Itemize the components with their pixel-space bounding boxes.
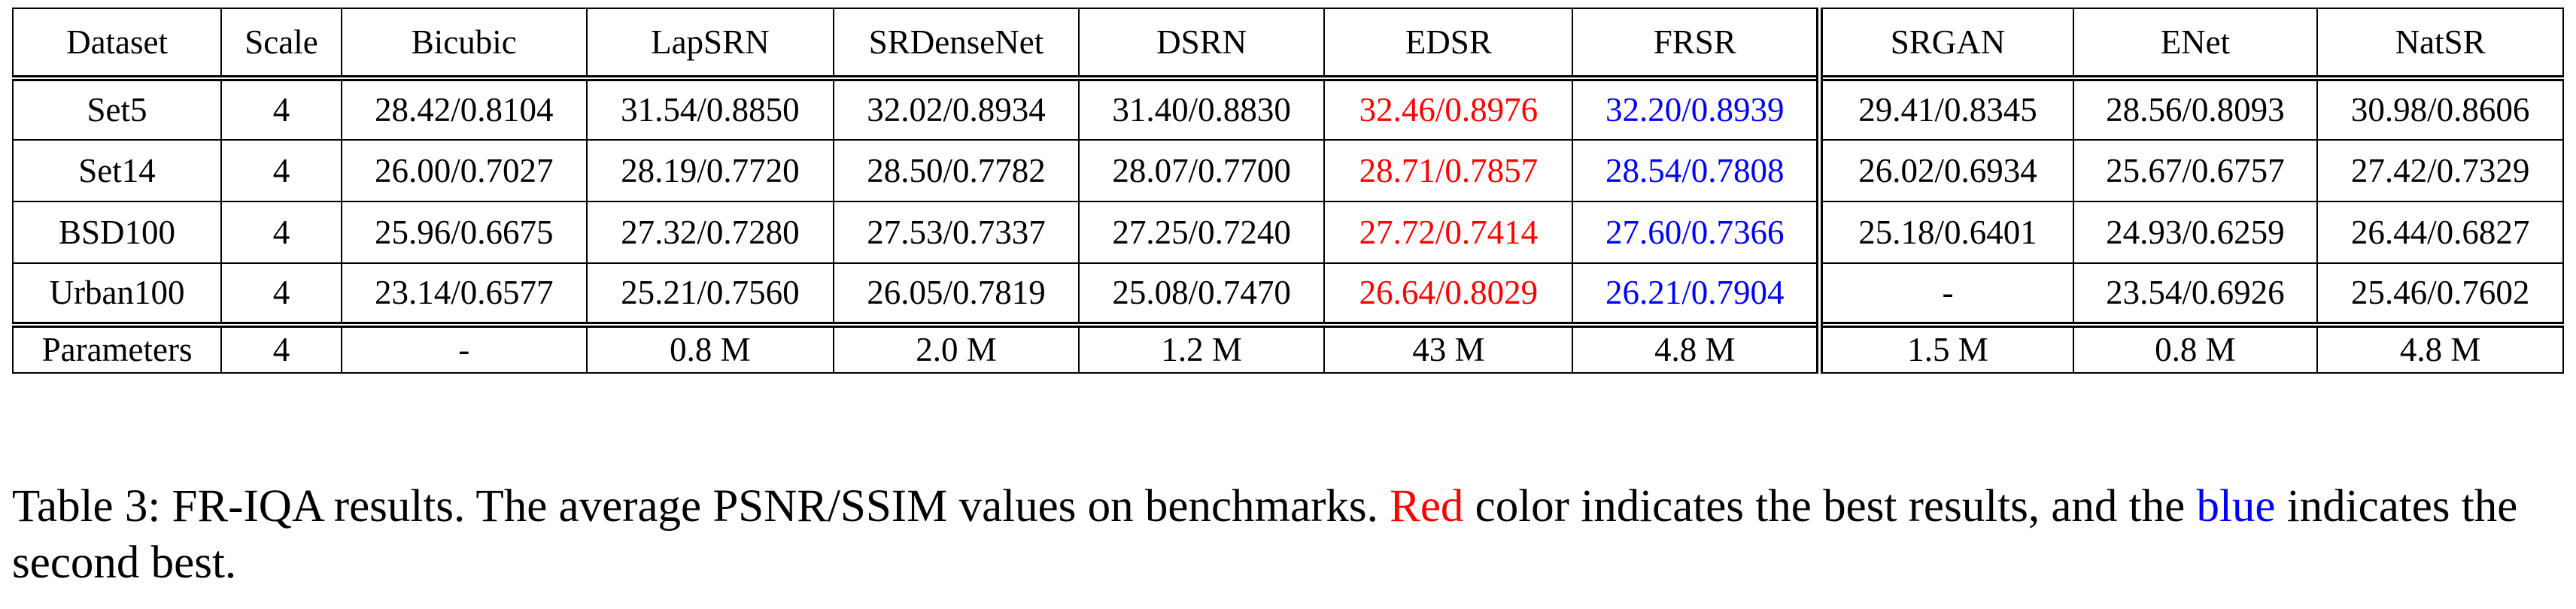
header-edsr: EDSR xyxy=(1323,8,1574,79)
cell-scale: 4 xyxy=(220,201,342,264)
cell-value: 26.02/0.6934 xyxy=(1816,139,2074,202)
table-row-set5: Set5 4 28.42/0.8104 31.54/0.8850 32.02/0… xyxy=(11,75,2564,141)
cell-param: 0.8 M xyxy=(2072,322,2319,374)
cell-value-best: 32.46/0.8976 xyxy=(1323,75,1574,141)
table-caption: Table 3: FR-IQA results. The average PSN… xyxy=(12,478,2564,591)
cell-value: 25.96/0.6675 xyxy=(340,201,588,264)
cell-value: 25.18/0.6401 xyxy=(1816,201,2074,264)
cell-value: 29.41/0.8345 xyxy=(1816,75,2074,141)
header-lapsrn: LapSRN xyxy=(585,8,835,79)
cell-value: 25.46/0.7602 xyxy=(2316,262,2564,326)
cell-value: 27.25/0.7240 xyxy=(1077,201,1326,264)
cell-value: 23.54/0.6926 xyxy=(2072,262,2319,326)
table-row-parameters: Parameters 4 - 0.8 M 2.0 M 1.2 M 43 M 4.… xyxy=(11,322,2564,374)
cell-param: 43 M xyxy=(1323,322,1574,374)
cell-value: 28.07/0.7700 xyxy=(1077,139,1326,202)
cell-value: 28.42/0.8104 xyxy=(340,75,588,141)
cell-param: 4.8 M xyxy=(1572,322,1821,374)
cell-value: - xyxy=(1816,262,2074,326)
header-dataset: Dataset xyxy=(11,8,223,79)
cell-param: - xyxy=(340,322,588,374)
cell-value: 31.40/0.8830 xyxy=(1077,75,1326,141)
cell-value-second-best: 26.21/0.7904 xyxy=(1572,262,1821,326)
cell-value: 28.19/0.7720 xyxy=(585,139,835,202)
cell-scale: 4 xyxy=(220,322,342,374)
header-srgan: SRGAN xyxy=(1816,8,2074,79)
cell-param: 1.5 M xyxy=(1816,322,2074,374)
cell-param: 0.8 M xyxy=(585,322,835,374)
header-natsr: NatSR xyxy=(2316,8,2564,79)
header-bicubic: Bicubic xyxy=(340,8,588,79)
cell-parameters-label: Parameters xyxy=(11,322,223,374)
cell-value: 28.56/0.8093 xyxy=(2072,75,2319,141)
header-enet: ENet xyxy=(2072,8,2319,79)
cell-scale: 4 xyxy=(220,139,342,202)
cell-value: 25.67/0.6757 xyxy=(2072,139,2319,202)
results-table: Dataset Scale Bicubic LapSRN SRDenseNet … xyxy=(11,8,2564,374)
caption-middle: color indicates the best results, and th… xyxy=(1463,481,2197,532)
table-row-bsd100: BSD100 4 25.96/0.6675 27.32/0.7280 27.53… xyxy=(11,201,2564,264)
cell-scale: 4 xyxy=(220,262,342,326)
cell-value: 27.42/0.7329 xyxy=(2316,139,2564,202)
cell-value: 32.02/0.8934 xyxy=(833,75,1080,141)
cell-value: 25.08/0.7470 xyxy=(1077,262,1326,326)
cell-dataset: Set5 xyxy=(11,75,223,141)
caption-prefix: Table 3: FR-IQA results. The average PSN… xyxy=(12,481,1390,532)
cell-value-best: 27.72/0.7414 xyxy=(1323,201,1574,264)
cell-value: 28.50/0.7782 xyxy=(833,139,1080,202)
cell-value: 24.93/0.6259 xyxy=(2072,201,2319,264)
cell-value: 27.53/0.7337 xyxy=(833,201,1080,264)
cell-value-best: 28.71/0.7857 xyxy=(1323,139,1574,202)
caption-blue-word: blue xyxy=(2196,481,2276,532)
table-row-set14: Set14 4 26.00/0.7027 28.19/0.7720 28.50/… xyxy=(11,139,2564,202)
cell-dataset: Urban100 xyxy=(11,262,223,326)
cell-value: 30.98/0.8606 xyxy=(2316,75,2564,141)
cell-value: 31.54/0.8850 xyxy=(585,75,835,141)
results-table-container: Dataset Scale Bicubic LapSRN SRDenseNet … xyxy=(11,8,2564,374)
header-frsr: FRSR xyxy=(1572,8,1821,79)
cell-value-second-best: 28.54/0.7808 xyxy=(1572,139,1821,202)
cell-value: 25.21/0.7560 xyxy=(585,262,835,326)
header-scale: Scale xyxy=(220,8,342,79)
cell-value: 26.44/0.6827 xyxy=(2316,201,2564,264)
cell-value-second-best: 32.20/0.8939 xyxy=(1572,75,1821,141)
cell-value: 26.05/0.7819 xyxy=(833,262,1080,326)
cell-value-second-best: 27.60/0.7366 xyxy=(1572,201,1821,264)
cell-value: 23.14/0.6577 xyxy=(340,262,588,326)
cell-dataset: BSD100 xyxy=(11,201,223,264)
cell-scale: 4 xyxy=(220,75,342,141)
cell-param: 2.0 M xyxy=(833,322,1080,374)
cell-value-best: 26.64/0.8029 xyxy=(1323,262,1574,326)
caption-red-word: Red xyxy=(1390,481,1464,532)
header-row: Dataset Scale Bicubic LapSRN SRDenseNet … xyxy=(11,8,2564,79)
header-srdensenet: SRDenseNet xyxy=(833,8,1080,79)
cell-param: 4.8 M xyxy=(2316,322,2564,374)
cell-dataset: Set14 xyxy=(11,139,223,202)
cell-value: 26.00/0.7027 xyxy=(340,139,588,202)
table-row-urban100: Urban100 4 23.14/0.6577 25.21/0.7560 26.… xyxy=(11,262,2564,326)
header-dsrn: DSRN xyxy=(1077,8,1326,79)
caption-suffix: indicates the second best. xyxy=(12,481,2518,589)
cell-param: 1.2 M xyxy=(1077,322,1326,374)
cell-value: 27.32/0.7280 xyxy=(585,201,835,264)
